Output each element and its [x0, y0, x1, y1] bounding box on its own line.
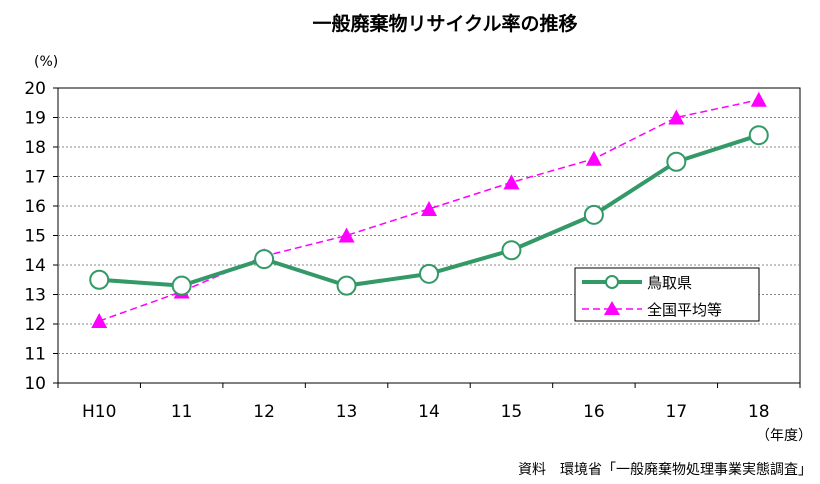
y-tick-label-17: 17	[24, 168, 46, 188]
x-tick-label-H10: H10	[82, 402, 116, 422]
point-national-18	[750, 91, 767, 107]
point-tottori-11	[171, 275, 192, 296]
x-axis-ticks: H10 11 12 13 14 15 16 17 18	[57, 383, 801, 422]
point-tottori-13	[336, 275, 357, 296]
point-tottori-H10	[89, 269, 110, 290]
legend-label-tottori: 鳥取県	[647, 274, 692, 292]
legend: 鳥取県 全国平均等	[574, 267, 760, 322]
y-axis-ticks: 10 11 12 13 14 15 16 17 18 19 20	[24, 79, 58, 394]
y-tick-label-20: 20	[24, 79, 46, 99]
y-axis-unit: (%)	[34, 54, 58, 70]
x-tick-label-16: 16	[583, 402, 605, 422]
y-tick-label-11: 11	[24, 345, 46, 365]
y-tick-label-15: 15	[24, 227, 46, 247]
point-tottori-17	[666, 151, 687, 172]
x-tick-label-11: 11	[171, 402, 193, 422]
x-tick-label-13: 13	[336, 402, 358, 422]
x-axis-unit: （年度）	[756, 428, 812, 444]
x-tick-label-17: 17	[666, 402, 688, 422]
point-national-13	[338, 227, 355, 243]
point-national-H10	[91, 313, 108, 329]
plot-area	[57, 87, 801, 384]
y-tick-label-14: 14	[24, 256, 46, 276]
x-tick-label-18: 18	[748, 402, 770, 422]
x-tick-label-12: 12	[253, 402, 275, 422]
y-tick-label-19: 19	[24, 109, 46, 129]
chart-title: 一般廃棄物リサイクル率の推移	[312, 12, 577, 35]
point-tottori-12	[254, 249, 275, 270]
point-tottori-15	[501, 240, 522, 261]
y-tick-label-12: 12	[24, 315, 46, 335]
point-national-16	[585, 150, 602, 166]
y-tick-label-13: 13	[24, 286, 46, 306]
point-tottori-14	[419, 263, 439, 284]
legend-label-national: 全国平均等	[647, 301, 722, 319]
y-tick-label-18: 18	[24, 138, 46, 158]
series-group	[89, 91, 769, 329]
x-tick-label-15: 15	[501, 402, 523, 422]
y-tick-label-10: 10	[24, 374, 46, 394]
y-tick-label-16: 16	[24, 197, 46, 217]
point-tottori-18	[748, 125, 769, 146]
point-tottori-16	[583, 204, 604, 225]
x-tick-label-14: 14	[418, 402, 440, 422]
legend-marker-circle	[605, 275, 619, 289]
point-national-15	[503, 174, 520, 190]
source-note: 資料 環境省「一般廃棄物処理事業実態調査」	[518, 461, 812, 478]
point-national-17	[668, 109, 685, 125]
legend-marker-triangle	[604, 301, 620, 315]
point-national-14	[421, 200, 437, 216]
